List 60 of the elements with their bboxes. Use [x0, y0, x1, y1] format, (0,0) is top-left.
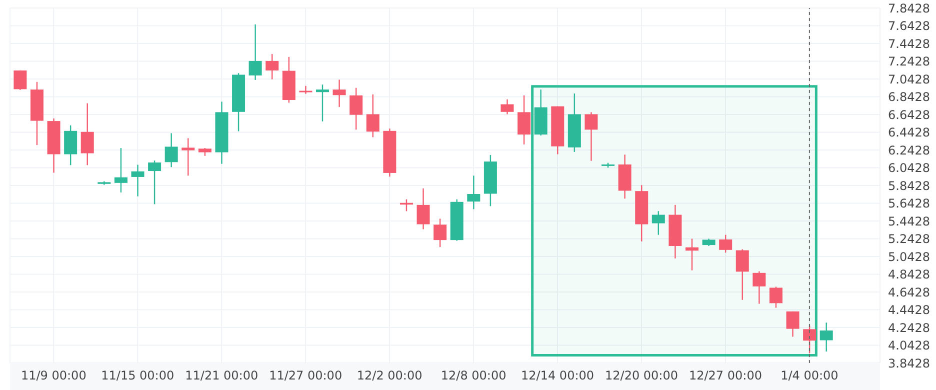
x-tick-label: 11/15 00:00: [101, 368, 174, 383]
y-tick-label: 6.2428: [888, 143, 930, 158]
y-tick-label: 7.8428: [888, 1, 930, 16]
x-tick-label: 12/20 00:00: [605, 368, 678, 383]
candlestick: [719, 234, 732, 254]
y-tick-label: 5.0428: [888, 250, 930, 264]
candlestick: [148, 160, 162, 205]
candlestick: [14, 70, 27, 90]
candlestick: [752, 270, 766, 304]
y-tick-label: 5.6428: [888, 196, 930, 211]
candlestick: [64, 124, 78, 166]
candlestick: [685, 238, 698, 271]
y-tick-label: 6.6428: [888, 108, 930, 122]
candlestick: [350, 87, 363, 130]
candlestick: [299, 85, 312, 94]
y-tick-label: 5.4428: [888, 214, 930, 228]
y-tick-label: 4.2428: [888, 320, 930, 335]
candlestick: [316, 84, 329, 122]
candlestick: [500, 98, 514, 115]
y-tick-label: 7.4428: [888, 36, 930, 51]
candlestick: [736, 248, 749, 300]
y-tick-label: 6.0428: [888, 161, 930, 176]
candlestick: [786, 310, 800, 338]
x-tick-label: 11/27 00:00: [269, 368, 342, 383]
y-tick-label: 5.2428: [888, 232, 930, 246]
candlestick: [652, 210, 665, 236]
y-tick-label: 7.2428: [888, 54, 930, 69]
y-tick-label: 3.8428: [888, 356, 930, 370]
y-tick-label: 5.8428: [888, 178, 930, 193]
candlestick: [366, 94, 380, 138]
x-tick-label: 12/8 00:00: [440, 368, 506, 383]
candlestick: [332, 79, 346, 108]
y-tick-label: 6.8428: [888, 90, 930, 104]
x-tick-label: 11/9 00:00: [20, 368, 86, 383]
candlestick: [182, 138, 195, 176]
y-tick-label: 4.8428: [888, 268, 930, 282]
x-tick-label: 1/4 00:00: [780, 368, 838, 383]
y-tick-label: 7.6428: [888, 19, 930, 34]
y-tick-label: 4.6428: [888, 285, 930, 300]
candlestick: [266, 53, 279, 80]
candlestick: [434, 218, 447, 248]
candlestick: [131, 164, 144, 197]
x-tick-label: 11/21 00:00: [185, 368, 258, 383]
x-tick-label: 12/27 00:00: [688, 368, 762, 383]
y-tick-label: 7.0428: [888, 72, 930, 86]
y-tick-label: 4.0428: [888, 338, 930, 353]
candlestick: [248, 24, 262, 81]
candlestick: [820, 322, 833, 352]
y-tick-label: 6.4428: [888, 126, 930, 140]
candlestick: [164, 132, 178, 168]
candlestick: [769, 286, 782, 308]
candlestick: [467, 175, 480, 210]
candlestick: [584, 112, 598, 162]
candlestick: [80, 102, 94, 166]
candlestick: [518, 94, 531, 145]
x-tick-label: 12/14 00:00: [521, 368, 594, 383]
candlestick: [416, 188, 430, 230]
x-tick-label: 12/2 00:00: [356, 368, 422, 383]
y-tick-label: 4.4428: [888, 303, 930, 318]
candlestick: [114, 147, 128, 194]
